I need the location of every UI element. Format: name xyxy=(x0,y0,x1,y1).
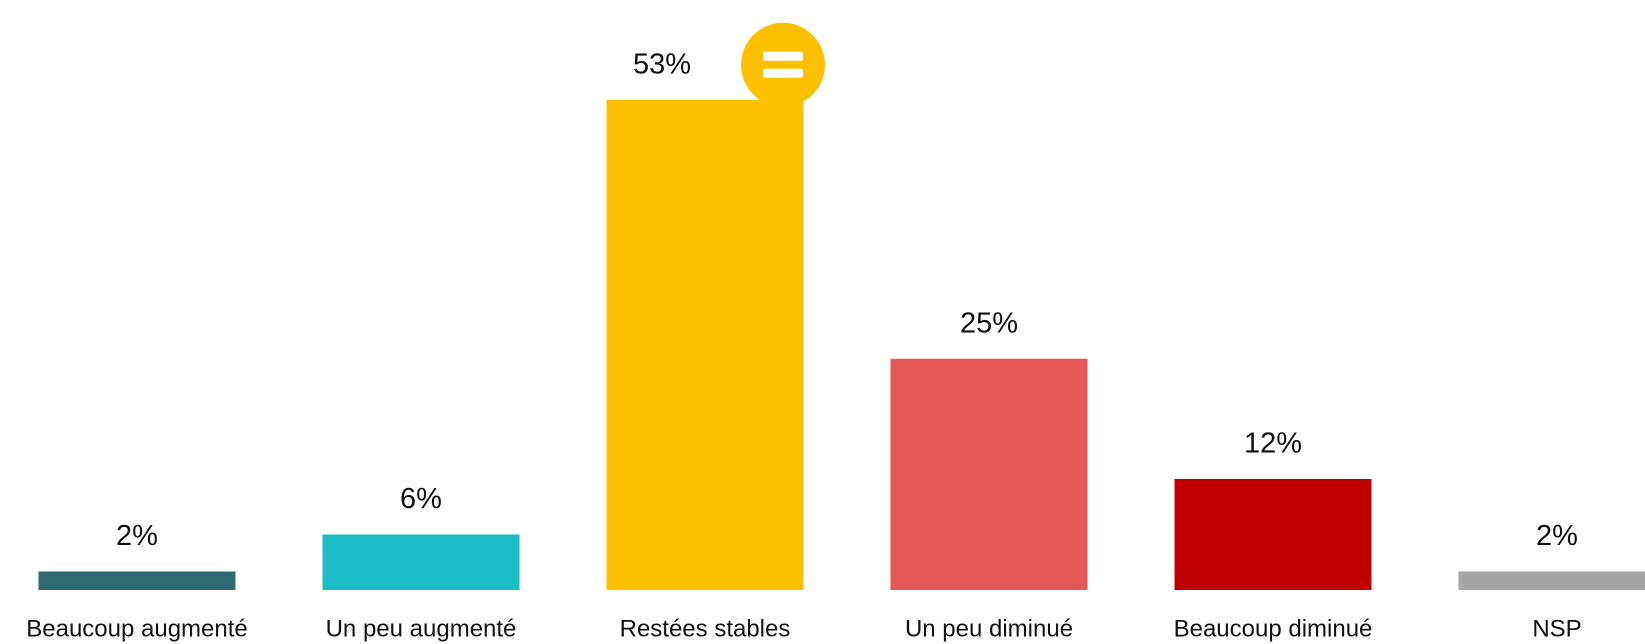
bar xyxy=(1458,571,1645,590)
bar xyxy=(606,99,804,590)
bar xyxy=(38,571,236,590)
value-label: 25% xyxy=(960,307,1018,339)
bar xyxy=(322,534,520,590)
value-label: 2% xyxy=(1536,520,1578,552)
x-tick-label: Un peu diminué xyxy=(905,615,1073,642)
x-tick-label: Beaucoup augmenté xyxy=(26,615,248,642)
bar xyxy=(890,358,1088,590)
equal-icon-bar xyxy=(763,51,803,61)
value-label: 12% xyxy=(1244,428,1302,460)
equal-icon xyxy=(741,22,825,107)
value-label: 6% xyxy=(400,483,442,515)
x-tick-label: NSP xyxy=(1532,615,1581,642)
equal-icon-bar xyxy=(763,68,803,78)
x-tick-label: Un peu augmenté xyxy=(326,615,517,642)
x-tick-label: Restées stables xyxy=(620,615,791,642)
bar xyxy=(1174,479,1372,590)
x-tick-label: Beaucoup diminué xyxy=(1174,615,1373,642)
value-label: 2% xyxy=(116,520,158,552)
value-label: 53% xyxy=(633,48,691,80)
